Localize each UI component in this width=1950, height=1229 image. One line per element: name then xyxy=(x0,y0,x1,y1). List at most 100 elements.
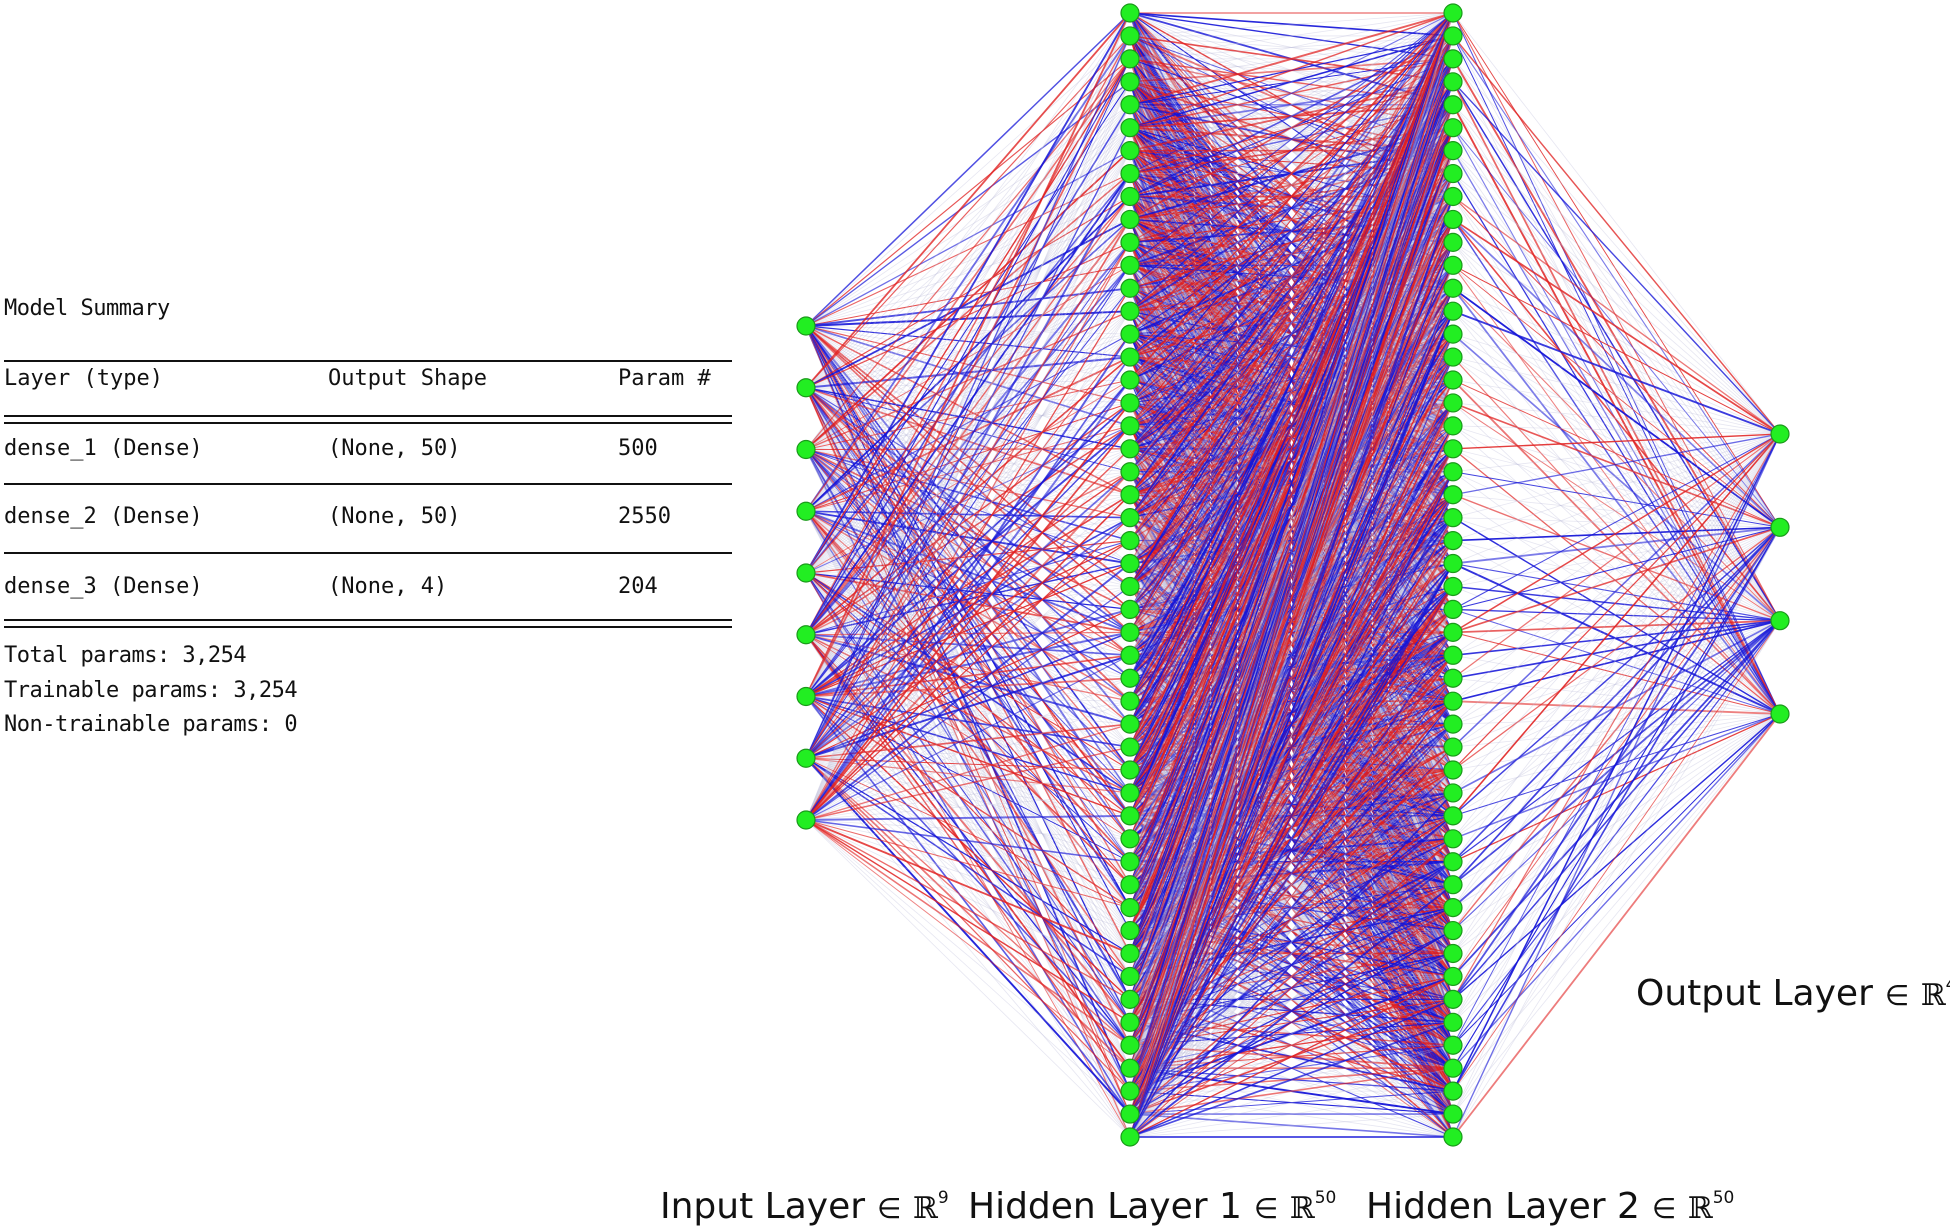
hidden-1-neuron xyxy=(1120,829,1140,849)
connection-edge xyxy=(805,494,1131,512)
connection-edge xyxy=(805,757,1131,1046)
connection-edge xyxy=(805,150,1131,821)
connection-edge xyxy=(805,242,1131,697)
connection-edge xyxy=(805,333,1131,759)
connection-edge xyxy=(805,104,1131,821)
connection-edge xyxy=(805,448,1131,636)
connection-edge xyxy=(805,265,1131,759)
connection-edge xyxy=(1452,173,1781,435)
connection-edge xyxy=(805,58,1131,821)
hidden-2-neuron xyxy=(1443,943,1463,964)
hidden-2-neuron xyxy=(1443,783,1463,803)
connection-edge xyxy=(805,494,1131,759)
connection-edge xyxy=(805,449,1131,748)
connection-edge xyxy=(805,196,1131,450)
summary-rule-row-2 xyxy=(4,552,732,554)
hidden-1-neuron xyxy=(1120,875,1140,895)
connection-edge xyxy=(805,449,1131,1069)
connection-edge xyxy=(805,150,1131,759)
connection-edge xyxy=(805,572,1131,771)
summary-non-trainable-params: Non-trainable params: 0 xyxy=(4,712,298,737)
connection-edge xyxy=(1129,12,1454,518)
input-layer-label: Input Layer ∈ ℝ9 xyxy=(660,1186,949,1227)
hidden-1-neuron xyxy=(1120,255,1140,275)
connection-edge xyxy=(805,196,1131,821)
connection-edge xyxy=(805,634,1131,931)
connection-edge xyxy=(805,127,1131,697)
connection-edge xyxy=(805,511,1131,1000)
hidden-1-neuron xyxy=(1120,645,1140,665)
hidden-1-neuron xyxy=(1120,209,1140,230)
connection-edge xyxy=(805,333,1131,450)
connection-edge xyxy=(1452,713,1781,1092)
input-neuron xyxy=(796,563,816,583)
connection-edge xyxy=(1129,12,1454,152)
connection-edge xyxy=(1452,433,1781,679)
connection-edge xyxy=(805,81,1131,450)
element-of-symbol: ∈ xyxy=(877,1192,902,1225)
connection-edge xyxy=(805,654,1131,821)
connection-edge xyxy=(805,12,1131,327)
hidden-2-neuron xyxy=(1443,714,1463,734)
connection-edge xyxy=(805,58,1131,759)
connection-edge xyxy=(805,757,1131,1000)
connection-edge xyxy=(805,387,1131,473)
connection-edge xyxy=(805,677,1131,821)
connection-edge xyxy=(805,379,1131,512)
connection-edge xyxy=(805,356,1131,759)
hidden-1-neuron xyxy=(1120,462,1140,482)
connection-edge xyxy=(805,631,1131,636)
connection-edge xyxy=(805,449,1131,863)
connection-edge xyxy=(805,379,1131,636)
connection-edge xyxy=(805,819,1131,840)
connection-edge xyxy=(1452,620,1781,931)
connection-edge xyxy=(805,173,1131,821)
connection-edge xyxy=(805,757,1131,886)
connection-edge xyxy=(805,287,1131,574)
connection-edge xyxy=(805,449,1131,496)
connection-edge xyxy=(805,325,1131,473)
connection-edge xyxy=(805,104,1131,697)
connection-edge xyxy=(805,35,1131,327)
hidden-1-neuron xyxy=(1120,760,1140,780)
hidden-2-neuron xyxy=(1443,599,1463,620)
connection-edge xyxy=(805,219,1131,697)
connection-edge xyxy=(805,608,1131,698)
connection-edge xyxy=(805,494,1131,821)
connection-edge xyxy=(805,173,1131,327)
hidden-1-neuron xyxy=(1120,1012,1140,1032)
connection-edge xyxy=(805,696,1131,840)
connection-edge xyxy=(805,379,1131,759)
hidden-2-neuron xyxy=(1443,920,1463,941)
connection-edge xyxy=(1129,12,1454,289)
row-param-count: 2550 xyxy=(618,504,671,529)
input-neuron xyxy=(796,625,816,645)
connection-edge xyxy=(1129,35,1454,518)
hidden-2-neuron xyxy=(1443,576,1463,597)
connection-edge xyxy=(1452,527,1781,840)
connection-edge xyxy=(1452,433,1781,748)
connection-edge xyxy=(805,448,1131,725)
connection-edge xyxy=(805,585,1131,821)
hidden-2-neuron xyxy=(1443,829,1463,849)
connection-edge xyxy=(805,757,1131,1115)
connection-edge xyxy=(805,333,1131,821)
connection-edge xyxy=(805,58,1131,574)
hidden-2-neuron xyxy=(1443,553,1463,574)
connection-edge xyxy=(805,104,1131,450)
connection-edge xyxy=(805,35,1131,697)
connection-edge xyxy=(805,819,1131,1023)
connection-edge xyxy=(805,387,1131,450)
hidden-2-neuron xyxy=(1443,1012,1463,1032)
connection-edge xyxy=(805,12,1131,450)
connection-edge xyxy=(805,510,1131,909)
connection-edge xyxy=(805,127,1131,389)
hidden-2-neuron xyxy=(1443,370,1463,390)
connection-edge xyxy=(805,819,1131,909)
connection-edge xyxy=(805,572,1131,931)
connection-edge xyxy=(805,448,1131,697)
hidden-2-neuron xyxy=(1443,668,1463,688)
hidden-1-neuron xyxy=(1120,393,1140,413)
hidden-1-neuron xyxy=(1120,920,1140,941)
hidden-2-neuron xyxy=(1443,852,1463,872)
